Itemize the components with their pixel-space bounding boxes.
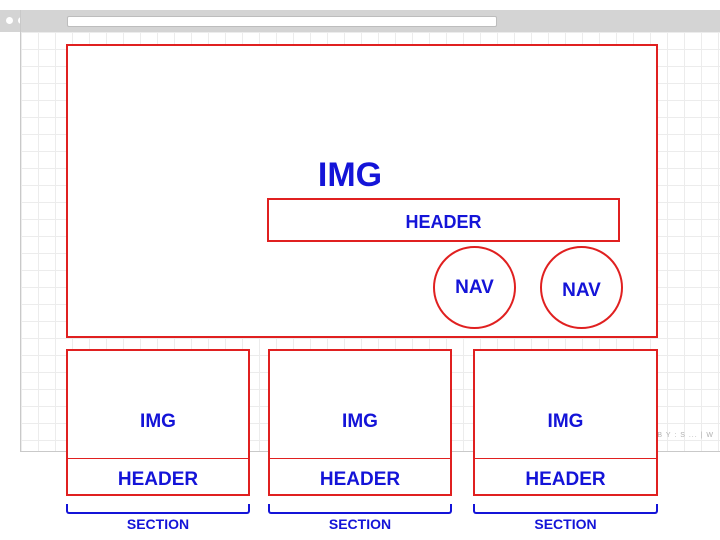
card-header-label: HEADER: [525, 469, 606, 490]
card-divider: [270, 458, 450, 459]
section-bracket-1: [66, 504, 250, 514]
address-bar: [67, 16, 497, 27]
nav-label-2: NAV: [562, 280, 601, 301]
section-label-1: SECTION: [126, 516, 190, 532]
nav-circle-1: [433, 246, 516, 329]
hero-header-box: [267, 198, 620, 242]
nav-circle-2: [540, 246, 623, 329]
card-header-label: HEADER: [319, 469, 401, 490]
section-label-2: SECTION: [328, 516, 392, 532]
nav-label-1: NAV: [455, 277, 494, 298]
browser-toolbar: [21, 10, 720, 32]
section-bracket-3: [473, 504, 658, 514]
card-img-label: IMG: [140, 411, 176, 432]
section-card-1: IMG HEADER: [66, 349, 250, 496]
card-divider: [68, 458, 248, 459]
hero-img-label: IMG: [317, 156, 383, 194]
section-label-3: SECTION: [534, 516, 597, 532]
card-divider: [475, 458, 656, 459]
section-card-3: IMG HEADER: [473, 349, 658, 496]
section-card-2: IMG HEADER: [268, 349, 452, 496]
section-bracket-2: [268, 504, 452, 514]
hero-header-label: HEADER: [405, 212, 482, 232]
card-img-label: IMG: [547, 411, 584, 432]
card-img-label: IMG: [342, 411, 378, 432]
window-dot-icon: [6, 17, 13, 24]
card-header-label: HEADER: [117, 469, 199, 490]
watermark-text: B Y : S ... | W: [657, 432, 714, 439]
